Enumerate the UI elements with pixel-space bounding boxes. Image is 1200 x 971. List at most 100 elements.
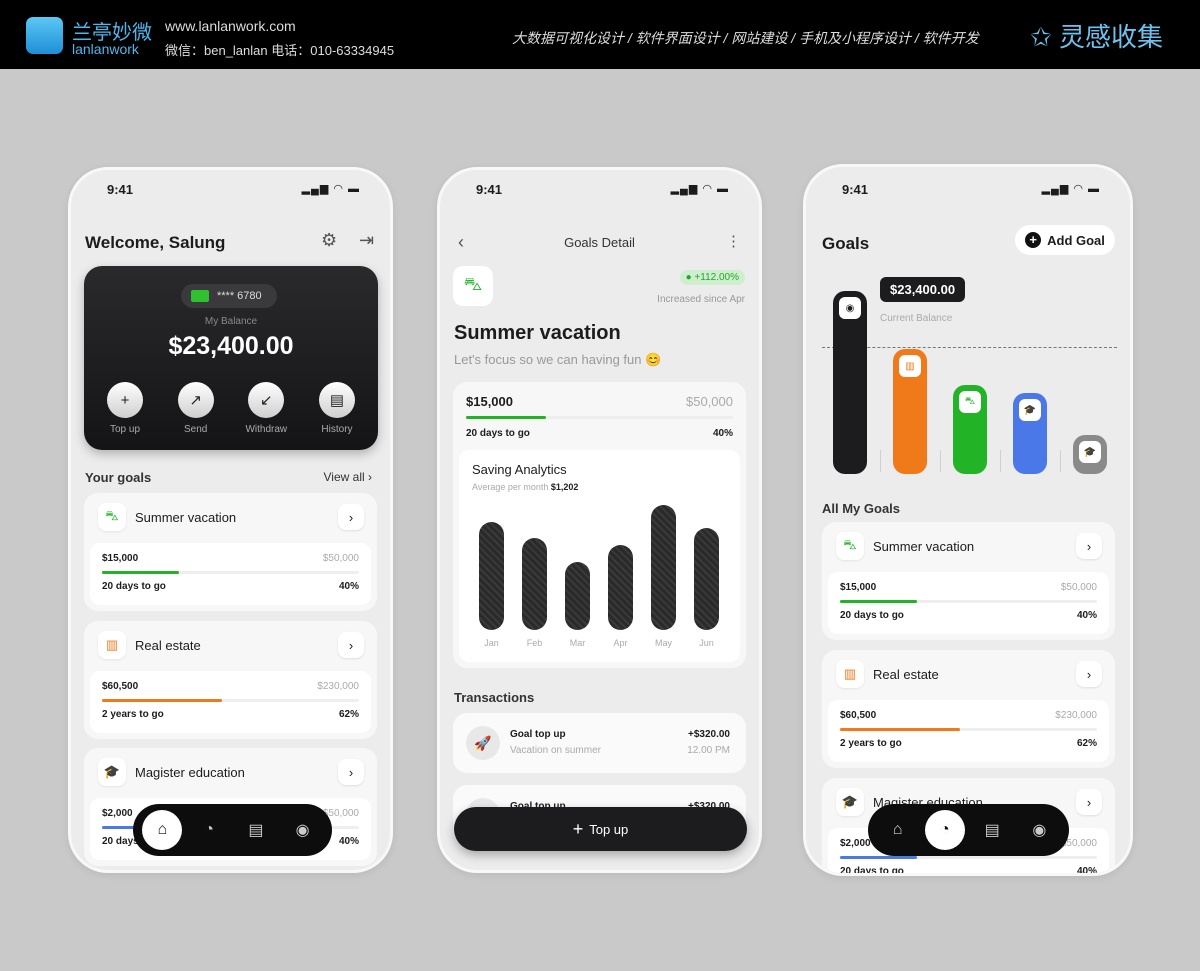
nav-home-icon[interactable]: ⌂	[142, 810, 183, 850]
chevron-right-icon[interactable]: ›	[1076, 789, 1102, 815]
plus-icon: +	[1025, 232, 1042, 248]
chevron-right-icon[interactable]: ›	[338, 504, 364, 530]
target-amount: $50,000	[1060, 838, 1097, 849]
target-amount: $230,000	[1055, 710, 1097, 721]
progress-bar	[102, 699, 359, 702]
back-icon[interactable]: ‹	[458, 232, 464, 252]
nav-document-icon[interactable]: ▤	[984, 822, 1000, 839]
top-up-button[interactable]: + Top up	[454, 807, 747, 851]
tooltip-caption: Current Balance	[880, 313, 953, 324]
nav-chart-icon[interactable]: ◔	[924, 810, 965, 850]
transaction-title: Goal top up	[510, 801, 566, 812]
goal-progress-card: $15,000 $50,000 20 days to go 40% Saving…	[453, 382, 746, 668]
goal-bar[interactable]: 🎓	[1073, 435, 1107, 474]
goal-name: Summer vacation	[135, 510, 237, 525]
phone-goal-detail: 9:41 ▂▄▆ ◠ ▬ ‹ Goals Detail ⋮ ⛍ ● +112.0…	[437, 167, 762, 873]
action-label: Send	[183, 424, 208, 435]
status-time: 9:41	[107, 182, 134, 197]
action-send-button[interactable]: ↗ Send	[169, 382, 223, 435]
goal-subtitle: Let's focus so we can having fun 😊	[454, 352, 662, 367]
car-icon: ⛍	[836, 532, 864, 560]
action-top-up-button[interactable]: + Top up	[98, 382, 152, 435]
chart-bar-jun	[694, 528, 719, 630]
progress-fill	[840, 728, 960, 731]
progress-fill	[840, 856, 918, 859]
card-chip[interactable]: **** 6780	[181, 284, 277, 308]
action-history-button[interactable]: ▤ History	[310, 382, 364, 435]
chart-bar-mar	[565, 562, 590, 630]
chevron-right-icon[interactable]: ›	[338, 632, 364, 658]
bottom-nav: ⌂ ◔ ▤ ◉	[868, 804, 1069, 856]
goal-name: Magister education	[135, 765, 245, 780]
page-title: Goals Detail	[564, 235, 635, 250]
progress-percent: 40%	[712, 428, 733, 439]
nav-chart-icon[interactable]: ◔	[204, 821, 214, 838]
bar-separator	[1060, 450, 1061, 472]
all-goals-heading: All My Goals	[822, 501, 901, 516]
brand-label: 灵感收集	[1059, 22, 1164, 52]
chart-title: Saving Analytics	[472, 462, 567, 477]
action-withdraw-button[interactable]: ↙ Withdraw	[239, 382, 293, 435]
action-label: Top up	[109, 424, 141, 435]
goal-bar[interactable]: 🎓	[1013, 393, 1047, 474]
bar-separator	[940, 450, 941, 472]
saved-amount: $15,000	[840, 582, 877, 593]
page-title: Welcome, Salung	[85, 233, 226, 252]
goal-bar[interactable]: ⛍	[953, 385, 987, 474]
balance-label: My Balance	[204, 316, 258, 327]
goal-progress: $15,000 $50,000 20 days to go 40%	[828, 572, 1109, 634]
goal-card[interactable]: ⛍ Summer vacation › $15,000 $50,000 20 d…	[822, 522, 1115, 640]
remaining-time: 20 days to go	[840, 610, 904, 621]
goal-name: Real estate	[135, 638, 201, 653]
progress-percent: 40%	[1076, 866, 1097, 876]
car-icon: ⛍	[959, 391, 981, 413]
graduation-cap-icon: 🎓	[836, 788, 864, 816]
chevron-right-icon[interactable]: ›	[1076, 533, 1102, 559]
action-label: History	[321, 424, 353, 435]
goals-heading: Your goals	[85, 470, 152, 485]
card-actions: + Top up ↗ Send ↙ Withdraw ▤ History	[98, 382, 364, 435]
transaction-item[interactable]: 🚀 Goal top up Vacation on summer +$320.0…	[453, 713, 746, 773]
chevron-right-icon[interactable]: ›	[1076, 661, 1102, 687]
brand-text: ✩ 灵感收集	[1030, 22, 1164, 52]
progress-bar	[840, 728, 1097, 731]
progress-percent: 62%	[338, 709, 359, 720]
more-icon[interactable]: ⋮	[726, 233, 741, 250]
transaction-amount: +$320.00	[688, 729, 730, 740]
saved-amount: $60,500	[102, 681, 139, 692]
nav-home-icon[interactable]: ⌂	[892, 821, 903, 838]
card-number: **** 6780	[217, 290, 262, 302]
car-icon: ⛍	[98, 503, 126, 531]
building-icon: ▥	[98, 631, 126, 659]
x-tick-label: Jan	[484, 638, 499, 648]
logo-text: 兰亭妙微	[72, 22, 152, 44]
growth-caption: Increased since Apr	[657, 294, 745, 305]
top-up-label: Top up	[589, 821, 629, 837]
chevron-right-icon[interactable]: ›	[338, 759, 364, 785]
settings-icon[interactable]: ⚙	[321, 230, 338, 250]
goal-bar[interactable]: ◉	[833, 291, 867, 474]
nav-profile-icon[interactable]: ◉	[295, 822, 310, 839]
nav-document-icon[interactable]: ▤	[248, 822, 264, 839]
saved-amount: $15,000	[102, 553, 139, 564]
target-amount: $50,000	[322, 808, 359, 819]
goal-card[interactable]: ▥ Real estate › $60,500 $230,000 2 years…	[84, 621, 377, 739]
progress-bar	[102, 571, 359, 574]
arrow-up-right-icon: ↗	[177, 382, 214, 418]
logout-icon[interactable]: ⇥	[359, 230, 375, 250]
nav-profile-icon[interactable]: ◉	[1032, 822, 1047, 839]
add-goal-button[interactable]: + Add Goal	[1015, 225, 1115, 255]
goal-card[interactable]: ⛍ Summer vacation › $15,000 $50,000 20 d…	[84, 493, 377, 611]
progress-fill	[102, 571, 180, 574]
services-list: 大数据可视化设计 / 软件界面设计 / 网站建设 / 手机及小程序设计 / 软件…	[512, 30, 979, 46]
remaining-time: 2 years to go	[102, 709, 164, 720]
goal-bar[interactable]: ▥	[893, 349, 927, 474]
progress-fill	[102, 699, 222, 702]
goal-card[interactable]: ▥ Real estate › $60,500 $230,000 2 years…	[822, 650, 1115, 768]
transaction-time: 12.00 PM	[687, 745, 730, 756]
target-amount: $50,000	[686, 394, 733, 409]
view-all-link[interactable]: View all ›	[323, 470, 372, 484]
transactions-heading: Transactions	[454, 690, 535, 705]
target-amount: $50,000	[322, 553, 359, 564]
goal-title: Summer vacation	[454, 322, 621, 344]
